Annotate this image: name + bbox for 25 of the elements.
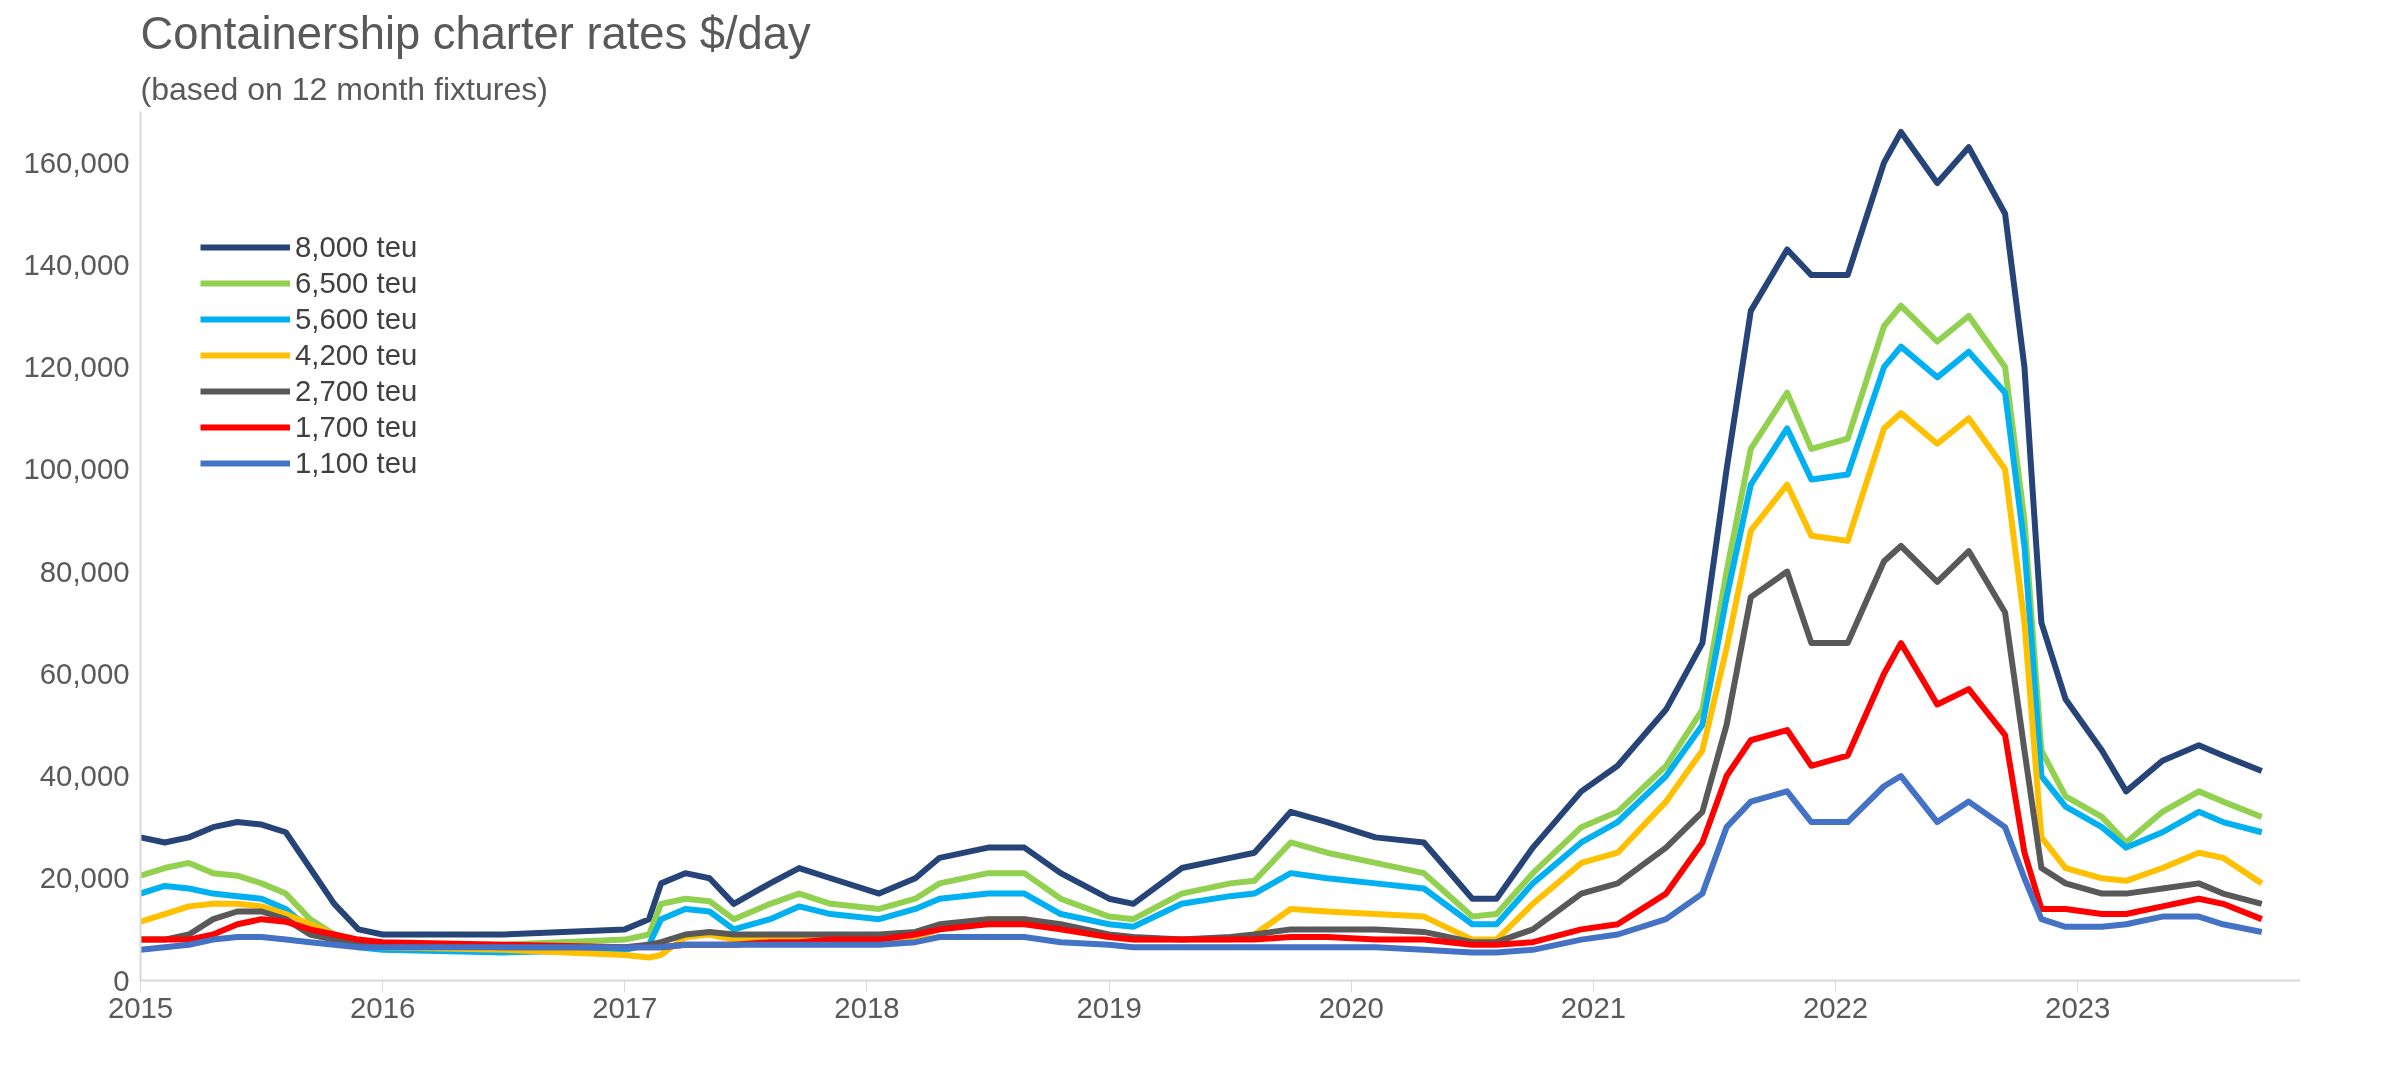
legend-label: 6,500 teu <box>295 266 418 300</box>
y-tick-label: 120,000 <box>23 350 130 384</box>
legend-label: 4,200 teu <box>295 338 418 372</box>
y-tick-label: 40,000 <box>39 759 130 793</box>
x-tick-label: 2023 <box>2045 990 2111 1024</box>
y-tick-label: 20,000 <box>39 861 130 895</box>
x-tick-label: 2019 <box>1076 990 1142 1024</box>
y-tick-label: 140,000 <box>23 247 130 281</box>
y-tick-label: 60,000 <box>39 656 130 690</box>
legend-label: 8,000 teu <box>295 230 418 264</box>
x-tick-label: 2016 <box>350 990 416 1024</box>
x-tick-label: 2022 <box>1802 990 1869 1024</box>
x-tick-label: 2017 <box>592 990 658 1024</box>
legend-label: 2,700 teu <box>295 374 418 408</box>
y-tick-label: 160,000 <box>23 145 130 179</box>
x-tick-label: 2018 <box>834 990 900 1024</box>
legend-label: 1,100 teu <box>295 446 418 480</box>
chart-title: Containership charter rates $/day <box>140 7 812 59</box>
legend-label: 1,700 teu <box>295 410 418 444</box>
y-tick-label: 80,000 <box>39 554 130 588</box>
x-tick-label: 2021 <box>1560 990 1627 1024</box>
legend-label: 5,600 teu <box>295 302 418 336</box>
x-tick-label: 2020 <box>1318 990 1384 1024</box>
y-tick-label: 100,000 <box>23 452 130 486</box>
chart-subtitle: (based on 12 month fixtures) <box>140 70 548 107</box>
